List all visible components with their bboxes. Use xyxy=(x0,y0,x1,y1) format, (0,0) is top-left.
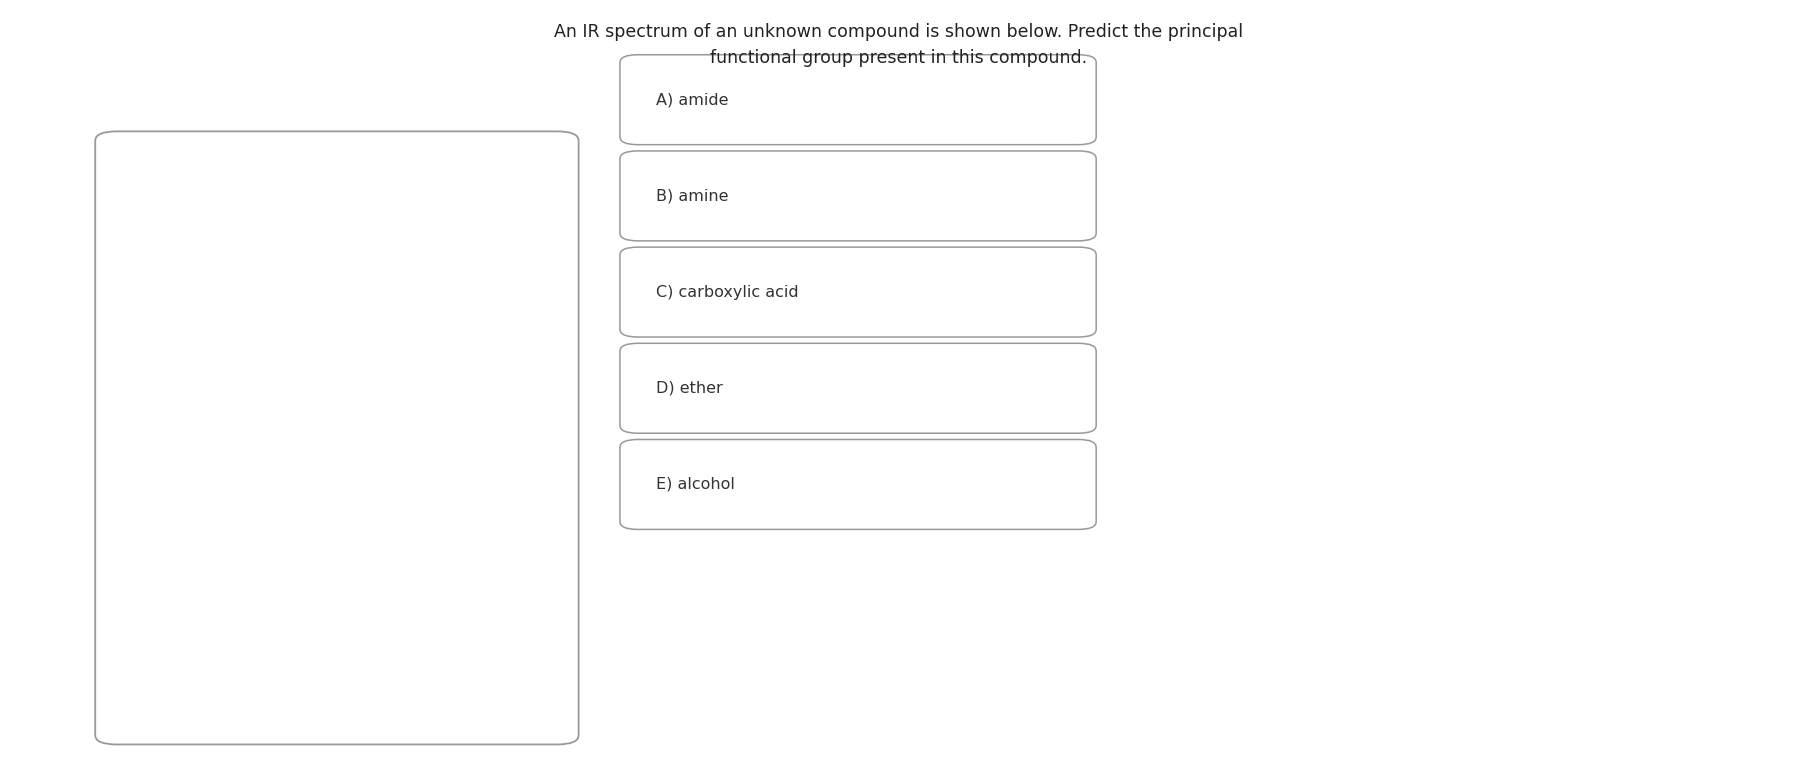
Text: An IR spectrum of an unknown compound is shown below. Predict the principal
func: An IR spectrum of an unknown compound is… xyxy=(553,23,1244,67)
Text: C) carboxylic acid: C) carboxylic acid xyxy=(656,285,798,300)
Text: E) alcohol: E) alcohol xyxy=(656,477,735,492)
X-axis label: Wavenumber (cm⁻¹): Wavenumber (cm⁻¹) xyxy=(295,654,394,664)
Text: D) ether: D) ether xyxy=(656,381,722,396)
Text: A) amide: A) amide xyxy=(656,92,728,107)
Text: B) amine: B) amine xyxy=(656,188,728,203)
